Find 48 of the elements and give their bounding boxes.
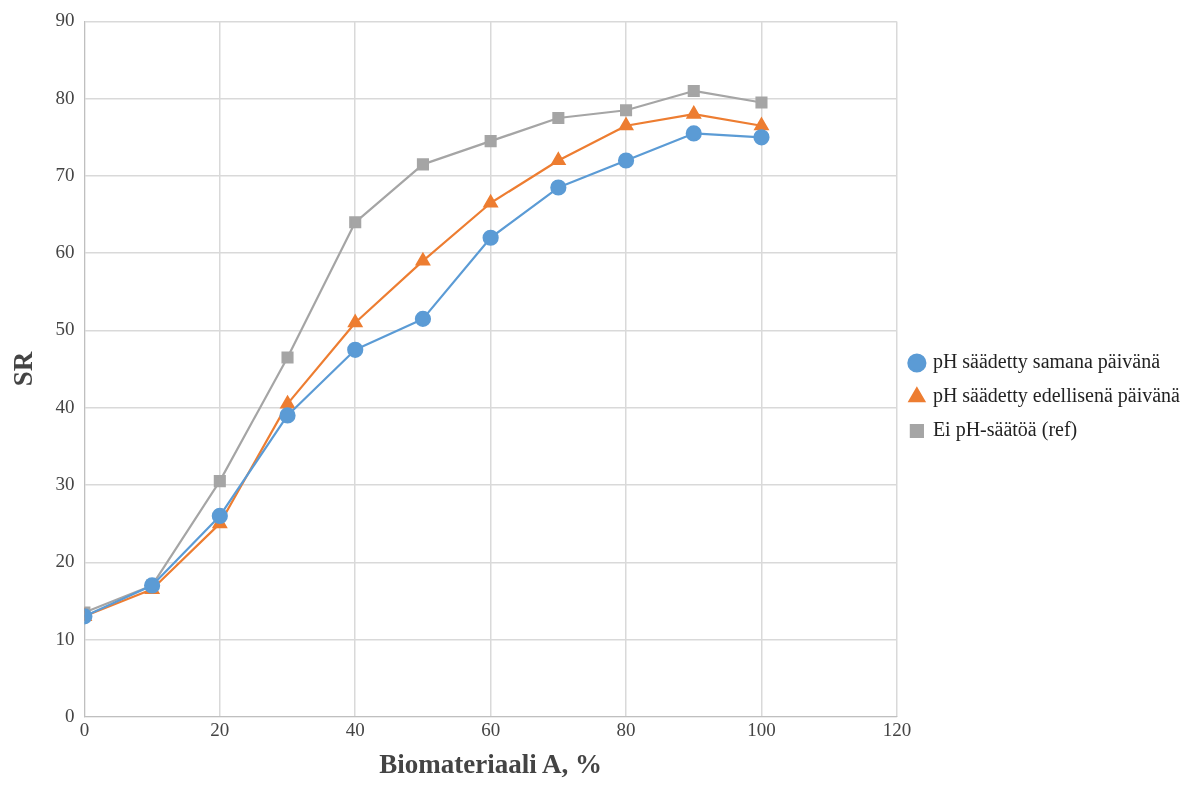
y-tick-label: 30 bbox=[55, 472, 75, 494]
point bbox=[347, 341, 364, 358]
point bbox=[551, 152, 566, 166]
x-axis-title: Biomateriaali A, % bbox=[379, 748, 603, 779]
point bbox=[755, 96, 768, 109]
legend-label: Ei pH-säätöä (ref) bbox=[932, 418, 1078, 442]
y-tick-label: 40 bbox=[55, 395, 75, 417]
x-tick-label: 0 bbox=[79, 719, 90, 741]
point bbox=[213, 475, 226, 488]
point bbox=[483, 194, 498, 208]
point bbox=[754, 117, 769, 131]
y-tick-label: 60 bbox=[55, 241, 75, 263]
point bbox=[414, 310, 432, 327]
x-tick-label: 40 bbox=[345, 719, 365, 741]
point bbox=[550, 179, 567, 196]
point bbox=[620, 104, 633, 117]
point bbox=[482, 229, 499, 246]
x-tick-label: 20 bbox=[210, 719, 230, 741]
point bbox=[617, 152, 635, 169]
y-axis-title: SR bbox=[8, 351, 39, 387]
point bbox=[416, 158, 429, 171]
y-tick-label: 20 bbox=[55, 550, 75, 572]
point bbox=[687, 84, 700, 97]
point bbox=[211, 507, 228, 525]
y-tick-label: 80 bbox=[55, 86, 75, 108]
x-tick-label: 100 bbox=[747, 719, 776, 741]
point bbox=[552, 111, 565, 125]
legend-label: pH säädetty edellisenä päivänä bbox=[932, 384, 1181, 408]
point bbox=[280, 395, 295, 409]
point bbox=[281, 351, 294, 364]
point bbox=[685, 125, 702, 142]
point bbox=[686, 106, 701, 119]
legend-label: pH säädetty samana päivänä bbox=[932, 350, 1161, 374]
point bbox=[415, 252, 431, 266]
y-tick-label: 70 bbox=[55, 163, 75, 185]
point bbox=[348, 314, 363, 328]
x-tick-label: 60 bbox=[481, 719, 501, 741]
point bbox=[484, 135, 497, 148]
point bbox=[349, 216, 362, 229]
x-tick-label: 80 bbox=[616, 719, 636, 741]
point bbox=[753, 129, 770, 146]
y-tick-label: 90 bbox=[55, 9, 75, 31]
point bbox=[279, 407, 296, 424]
y-tick-label: 50 bbox=[55, 318, 75, 340]
y-tick-label: 0 bbox=[64, 704, 75, 726]
x-tick-label: 120 bbox=[882, 719, 912, 741]
y-tick-label: 10 bbox=[55, 627, 75, 649]
point bbox=[618, 117, 634, 131]
